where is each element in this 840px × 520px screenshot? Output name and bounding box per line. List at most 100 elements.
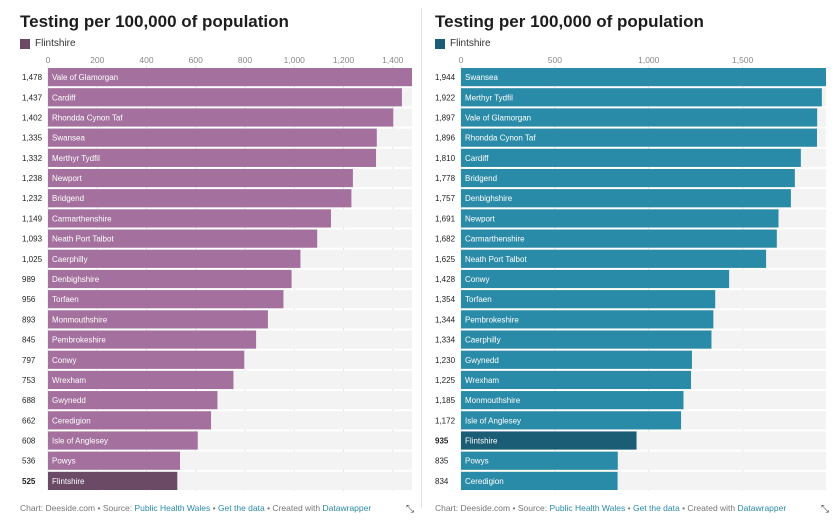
- legend-swatch: [435, 38, 445, 49]
- datawrapper-link[interactable]: Datawrapper: [737, 503, 787, 513]
- category-label: Bridgend: [465, 174, 497, 183]
- x-tick-label: 0: [46, 55, 51, 65]
- bar-chart: 0 200 400 600 800 1,000 1,200 1,400 Vale of Glam…: [22, 55, 412, 491]
- category-label: Denbighshire: [52, 275, 100, 284]
- value-label: 688: [22, 396, 36, 405]
- legend: Flintshire: [435, 38, 491, 49]
- bar: [48, 88, 402, 107]
- value-label: 1,172: [435, 416, 456, 425]
- category-label: Gwynedd: [465, 356, 499, 365]
- footer-separator: •: [210, 503, 218, 513]
- bar: [48, 471, 178, 490]
- bar: [461, 189, 791, 208]
- value-label: 1,922: [435, 93, 456, 102]
- category-label: Isle of Anglesey: [52, 437, 108, 446]
- category-label: Powys: [52, 457, 76, 466]
- category-label: Caerphilly: [52, 255, 88, 264]
- value-label: 989: [22, 275, 36, 284]
- value-label: 1,428: [435, 275, 456, 284]
- legend-label: Flintshire: [35, 38, 76, 49]
- bar: [461, 370, 692, 390]
- value-label: 1,437: [22, 93, 43, 102]
- category-label: Ceredigion: [52, 416, 91, 425]
- category-label: Newport: [465, 214, 496, 223]
- bar: [48, 451, 181, 470]
- bar: [461, 471, 618, 490]
- bar: [48, 310, 268, 329]
- bar: [461, 310, 714, 329]
- value-label: 1,149: [22, 214, 43, 223]
- category-label: Pembrokeshire: [465, 315, 519, 324]
- bar: [48, 168, 353, 188]
- source-link[interactable]: Public Health Wales: [134, 503, 211, 513]
- category-label: Merthyr Tydfil: [465, 93, 513, 102]
- category-label: Cardiff: [465, 154, 489, 163]
- category-label: Denbighshire: [465, 194, 513, 203]
- bar: [48, 290, 284, 309]
- bar: [461, 128, 817, 147]
- value-label: 1,238: [22, 174, 43, 183]
- value-label: 1,757: [435, 194, 456, 203]
- get-data-link[interactable]: Get the data: [632, 503, 680, 513]
- category-label: Torfaen: [52, 295, 79, 304]
- x-tick-label: 1,400: [382, 55, 404, 65]
- category-label: Flintshire: [52, 477, 85, 486]
- bar: [48, 68, 412, 87]
- category-label: Monmouthshire: [465, 396, 521, 405]
- get-data-link[interactable]: Get the data: [217, 503, 265, 513]
- bar: [461, 350, 692, 369]
- x-tick-label: 200: [90, 55, 104, 65]
- value-label: 1,230: [435, 356, 456, 365]
- bar: [48, 189, 352, 208]
- value-label: 1,232: [22, 194, 43, 203]
- value-label: 835: [435, 457, 449, 466]
- value-label: 1,778: [435, 174, 456, 183]
- value-label: 1,354: [435, 295, 456, 304]
- left-chart-panel: Testing per 100,000 of population Flints…: [20, 12, 414, 515]
- bar: [461, 209, 779, 228]
- datawrapper-link[interactable]: Datawrapper: [322, 503, 372, 513]
- x-tick-label: 1,200: [333, 55, 355, 65]
- value-label: 608: [22, 437, 36, 446]
- x-tick-label: 1,000: [638, 55, 660, 65]
- bar: [48, 370, 234, 390]
- category-label: Vale of Glamorgan: [465, 113, 531, 122]
- footer-separator: •: [625, 503, 633, 513]
- footer-chart-credit: Chart: Deeside.com: [435, 503, 511, 513]
- value-label: 1,344: [435, 315, 456, 324]
- legend: Flintshire: [20, 38, 76, 49]
- footer-separator: • Source:: [95, 503, 135, 513]
- category-label: Caerphilly: [465, 336, 501, 345]
- bar: [48, 128, 377, 147]
- value-label: 1,896: [435, 134, 456, 143]
- footer-separator: • Created with: [679, 503, 738, 513]
- category-label: Gwynedd: [52, 396, 86, 405]
- value-label: 1,691: [435, 214, 456, 223]
- category-label: Wrexham: [465, 376, 499, 385]
- source-link[interactable]: Public Health Wales: [549, 503, 626, 513]
- value-label: 1,335: [22, 134, 43, 143]
- bar: [48, 330, 257, 349]
- right-chart-panel: Testing per 100,000 of population Flints…: [425, 0, 840, 520]
- bar: [461, 68, 826, 87]
- value-label: 1,944: [435, 73, 456, 82]
- category-label: Carmarthenshire: [52, 214, 112, 223]
- bar: [461, 148, 801, 167]
- bar: [48, 108, 394, 127]
- bar: [461, 330, 712, 349]
- bar: [48, 391, 218, 410]
- chart-footer: Chart: Deeside.com • Source: Public Heal…: [20, 503, 371, 513]
- value-label: 1,093: [22, 235, 43, 244]
- bar: [48, 269, 292, 289]
- value-label: 1,025: [22, 255, 43, 264]
- value-label: 1,402: [22, 113, 43, 122]
- category-label: Merthyr Tydfil: [52, 154, 100, 163]
- value-label: 1,897: [435, 113, 456, 122]
- value-label: 753: [22, 376, 36, 385]
- resize-corner-icon[interactable]: ⤡: [821, 504, 829, 515]
- value-label: 956: [22, 295, 36, 304]
- chart-footer: Chart: Deeside.com • Source: Public Heal…: [435, 503, 786, 513]
- value-label: 1,185: [435, 396, 456, 405]
- x-tick-label: 800: [238, 55, 252, 65]
- resize-corner-icon[interactable]: ⤡: [406, 504, 414, 515]
